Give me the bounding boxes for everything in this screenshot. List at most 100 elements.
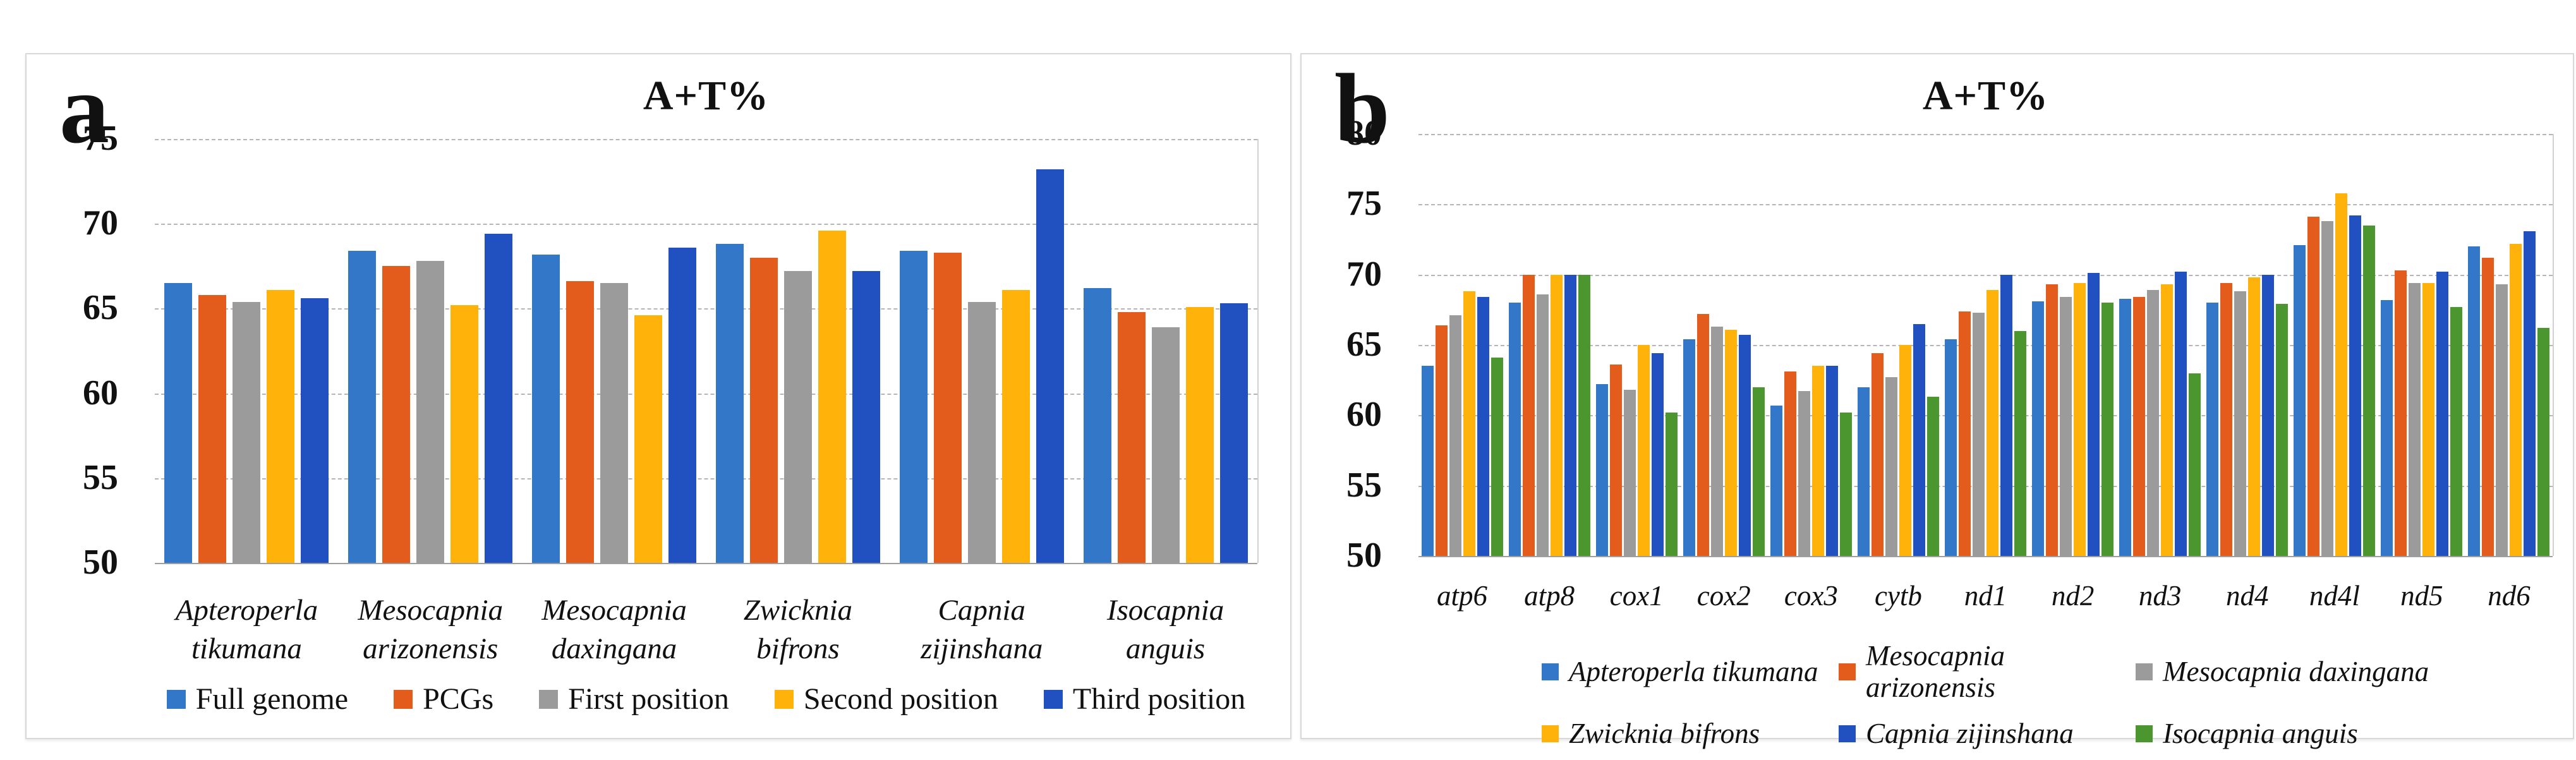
bar-isocapnia-anguis: [2189, 373, 2201, 556]
legend: Full genome PCGs First position Second posi…: [155, 682, 1257, 716]
y-axis-tick-label: 75: [83, 118, 118, 158]
legend-color-chip: [394, 690, 413, 709]
bar-zwicknia-bifrons: [2510, 243, 2522, 556]
gridline-65: [155, 308, 1257, 310]
x-labels: atp6 atp8 cox1 cox2 cox3 cytb nd1 nd2 nd3 nd4 nd4l…: [1418, 579, 2553, 613]
bar-full-genome: [164, 283, 193, 563]
legend-label: Isocapnia anguis: [2163, 718, 2358, 749]
bar-zwicknia-bifrons: [1724, 329, 1737, 556]
bar-apteroperla-tikumana: [2032, 301, 2045, 556]
bar-group: [1680, 134, 1767, 556]
y-axis-tick-label: 70: [1346, 254, 1382, 294]
bar-group: [155, 139, 339, 563]
bar-mesocapnia-daxingana: [1885, 377, 1897, 556]
x-axis-category-label: nd4l: [2309, 580, 2360, 612]
legend-label: Second position: [803, 682, 998, 716]
x-axis-category-label: cox3: [1784, 580, 1838, 612]
bar-isocapnia-anguis: [1839, 412, 1852, 556]
x-axis-category-label: cox2: [1696, 580, 1751, 612]
legend-label: Capnia zijinshana: [1866, 718, 2074, 749]
y-axis-tick-label: 70: [83, 203, 118, 243]
bar-mesocapnia-daxingana: [2234, 291, 2247, 556]
bar-isocapnia-anguis: [2014, 330, 2026, 556]
legend-item: Full genome: [166, 682, 348, 716]
y-axis-tick-label: 50: [1346, 535, 1382, 575]
y-axis-tick-label: 60: [83, 373, 118, 413]
bar-apteroperla-tikumana: [2294, 244, 2306, 556]
bar-mesocapnia-daxingana: [1973, 312, 1985, 556]
chart-title: A+T%: [1922, 73, 2049, 119]
plot-area: 80 75 70 65 60 55 50: [1346, 116, 2554, 573]
bar-group: [890, 139, 1073, 563]
bar-mesocapnia-arizonensis: [1784, 371, 1796, 556]
y-axis-tick-label: 60: [1346, 395, 1382, 435]
gridline-80: [1418, 134, 2553, 135]
bar-first-position: [1151, 327, 1180, 563]
x-axis-category-label: Isocapnia anguis: [1106, 594, 1225, 666]
bar-apteroperla-tikumana: [2381, 299, 2393, 556]
y-axis-tick-label: 55: [83, 457, 118, 497]
x-axis-category-label: cox1: [1609, 580, 1664, 612]
bar-second-position: [634, 315, 663, 563]
gridline-50: [155, 563, 1257, 564]
legend-label: Mesocapnia arizonensis: [1866, 640, 2005, 703]
x-axis-category-label: atp6: [1437, 580, 1488, 612]
x-axis-category-label: nd4: [2225, 580, 2269, 612]
y-axis-tick-label: 55: [1346, 465, 1382, 505]
bar-group: [1506, 134, 1593, 556]
legend-item: First position: [539, 682, 729, 716]
x-axis-category-label: nd6: [2488, 580, 2531, 612]
legend-color-chip: [1839, 725, 1856, 743]
legend-color-chip: [2136, 725, 2153, 743]
bar-mesocapnia-daxingana: [1449, 315, 1461, 556]
bar-mesocapnia-arizonensis: [1435, 325, 1448, 556]
bar-third-position: [1036, 169, 1064, 563]
bar-third-position: [301, 298, 329, 563]
bar-pcgs: [749, 257, 778, 563]
bar-apteroperla-tikumana: [2206, 303, 2219, 556]
bar-first-position: [416, 261, 445, 563]
bar-capnia-zijinshana: [1738, 335, 1751, 556]
bars-row: [155, 139, 1257, 563]
bar-full-genome: [1083, 288, 1111, 563]
bar-group: [1767, 134, 1854, 556]
bar-capnia-zijinshana: [2175, 272, 2187, 556]
bar-zwicknia-bifrons: [1637, 345, 1650, 556]
bar-capnia-zijinshana: [2000, 274, 2012, 556]
bar-apteroperla-tikumana: [1683, 339, 1695, 556]
gridline-70: [155, 224, 1257, 226]
bar-capnia-zijinshana: [1913, 323, 1925, 556]
bar-full-genome: [348, 251, 377, 563]
legend-color-chip: [1542, 663, 1559, 680]
bar-isocapnia-anguis: [2101, 303, 2114, 556]
legend-label: Mesocapnia daxingana: [2163, 655, 2429, 687]
bar-mesocapnia-arizonensis: [2482, 257, 2494, 556]
bar-pcgs: [198, 294, 227, 563]
panel-b: b A+T% 80 75 70 65 60 55 50 atp6 atp8 cox1 cox2 co…: [1300, 53, 2574, 749]
bar-mesocapnia-daxingana: [1798, 391, 1810, 556]
bar-apteroperla-tikumana: [1508, 303, 1521, 556]
bar-group: [2204, 134, 2291, 556]
bar-pcgs: [1117, 311, 1146, 563]
gridline-60: [1418, 415, 2553, 417]
y-axis-tick-label: 75: [1346, 184, 1382, 224]
bar-mesocapnia-daxingana: [1623, 390, 1636, 556]
bar-mesocapnia-daxingana: [1710, 327, 1723, 556]
bar-group: [2029, 134, 2117, 556]
bar-zwicknia-bifrons: [2422, 283, 2435, 556]
y-axis-tick-label: 50: [83, 542, 118, 582]
bar-second-position: [1185, 306, 1214, 563]
bar-mesocapnia-arizonensis: [1871, 353, 1884, 556]
legend-color-chip: [1542, 725, 1559, 743]
bar-capnia-zijinshana: [2088, 273, 2100, 556]
x-axis-category-label: atp8: [1524, 580, 1575, 612]
x-axis-category-label: Mesocapnia arizonensis: [358, 594, 504, 666]
bar-group: [2465, 134, 2553, 556]
bar-second-position: [450, 305, 479, 563]
bar-mesocapnia-arizonensis: [1696, 314, 1709, 556]
bar-third-position: [1219, 303, 1248, 563]
bar-apteroperla-tikumana: [1595, 384, 1608, 556]
bar-third-position: [668, 247, 697, 563]
bar-mesocapnia-arizonensis: [2046, 284, 2059, 556]
legend-item: Isocapnia anguis: [2136, 718, 2433, 750]
